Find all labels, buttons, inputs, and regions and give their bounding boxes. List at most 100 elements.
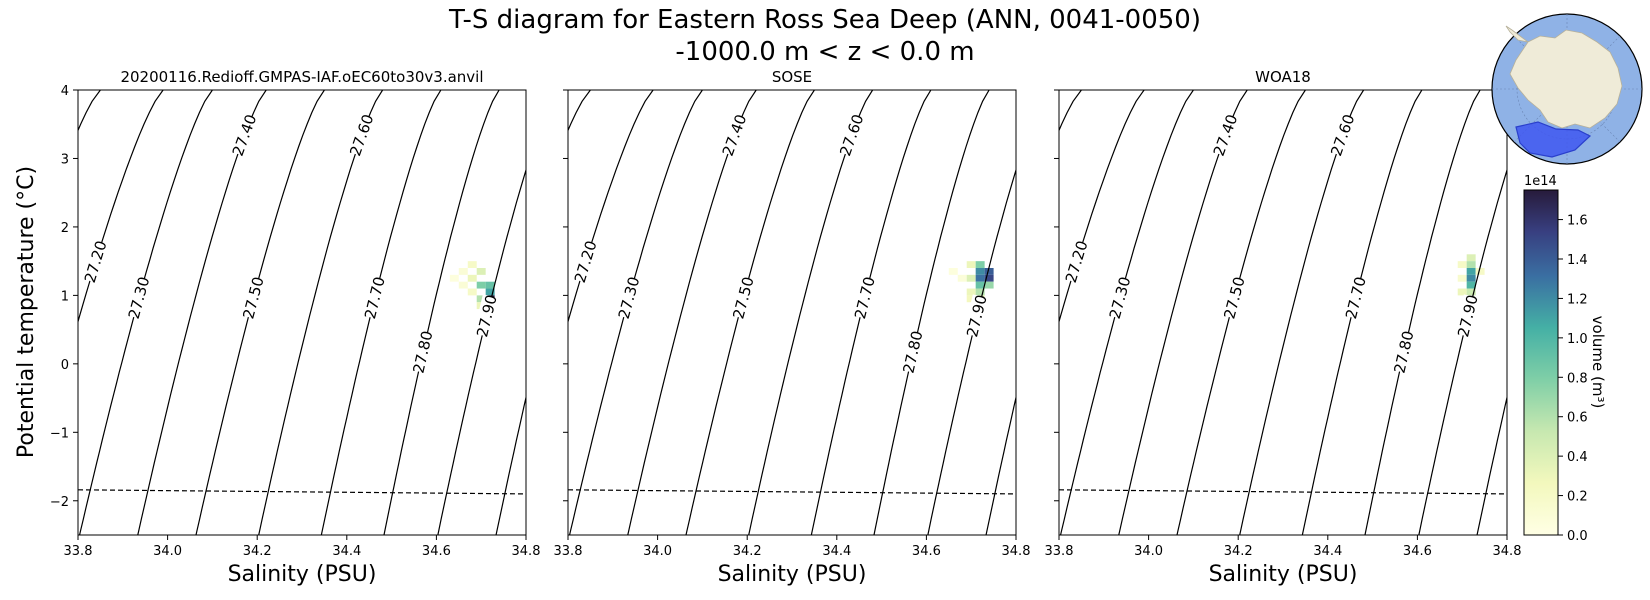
heatmap-bin — [476, 281, 486, 289]
isopycnal-27.70 — [810, 90, 932, 535]
y-tick-label: 2 — [61, 221, 69, 236]
isopycnal-27.20 — [568, 90, 654, 324]
axes-frame-woa18 — [1058, 89, 1508, 536]
isopycnal-27.00 — [384, 90, 541, 542]
heatmap-bins-woa18 — [1457, 254, 1485, 296]
isopycnal-label: 27.50 — [239, 275, 267, 321]
colorbar-tick-label: 1.6 — [1567, 214, 1588, 229]
isopycnal-27.90 — [927, 168, 1016, 535]
heatmap-bin — [1466, 281, 1476, 289]
isopycnal-27.40 — [137, 90, 267, 535]
heatmap-bin — [467, 274, 477, 282]
heatmap-bin — [975, 274, 985, 282]
colorbar-tick-label: 0.4 — [1567, 450, 1588, 465]
x-axis-label-model: Salinity (PSU) — [228, 562, 377, 587]
x-tick-label: 34.8 — [512, 544, 541, 559]
isopycnal-27.20 — [78, 90, 164, 324]
freezing-line-model — [77, 489, 527, 495]
freezing-line-sose — [567, 489, 1017, 495]
x-tick-label: 33.8 — [64, 544, 93, 559]
isopycnal-27.90 — [1418, 168, 1507, 535]
heatmap-bin — [966, 288, 976, 296]
heatmap-bin — [1466, 288, 1476, 296]
colorbar-gradient — [1523, 189, 1559, 536]
heatmap-bin — [1466, 268, 1476, 275]
figure-title-line1: T-S diagram for Eastern Ross Sea Deep (A… — [448, 5, 1201, 35]
heatmap-bin — [449, 274, 459, 282]
y-axis-label: Potential temperature (°C) — [14, 166, 39, 458]
x-ticks-woa18: 33.8 34.0 34.2 34.4 34.6 34.8 — [1045, 535, 1522, 559]
x-tick-label: 34.4 — [822, 544, 851, 559]
isopycnal-27.70 — [320, 90, 442, 535]
isopycnal-label: 27.70 — [851, 275, 879, 321]
isopycnal-label: 27.80 — [1390, 329, 1417, 375]
heatmap-bin — [984, 268, 994, 275]
x-tick-label: 34.0 — [643, 544, 672, 559]
x-tick-label: 34.2 — [243, 544, 272, 559]
isopycnal-label: 27.90 — [1454, 293, 1482, 339]
isopycnal-27.50 — [1176, 90, 1306, 535]
isopycnal-label: 27.30 — [125, 275, 154, 321]
y-tick-label: 3 — [61, 152, 69, 167]
colorbar-tick-label: 0.8 — [1567, 371, 1588, 386]
heatmap-bin — [458, 281, 468, 289]
y-tick-label: 1 — [61, 289, 69, 304]
heatmap-bin — [966, 261, 976, 268]
heatmap-bin — [467, 261, 477, 268]
y-tick-label: 0 — [61, 358, 69, 373]
panel-woa18: WOA18 27.20 27.30 27.40 27.50 27.60 27.70 27.8… — [1045, 68, 1522, 587]
isopycnal-label: 27.80 — [409, 329, 436, 375]
heatmap-bin — [957, 274, 967, 282]
isopycnal-label: 27.20 — [81, 239, 111, 285]
heatmap-bin — [948, 268, 958, 275]
heatmap-bin — [1475, 268, 1485, 275]
heatmap-bin — [458, 268, 468, 275]
inset-region-eastern-ross-sea — [1515, 121, 1592, 158]
x-tick-label: 34.6 — [1403, 544, 1432, 559]
heatmap-bin — [966, 274, 976, 282]
x-tick-label: 34.6 — [422, 544, 451, 559]
y-tick-label: −1 — [50, 426, 69, 441]
x-tick-label: 34.8 — [1493, 544, 1522, 559]
isopycnal-27.60 — [1239, 90, 1365, 535]
freezing-line — [1058, 489, 1508, 495]
inset-antarctic-peninsula — [1505, 25, 1529, 43]
x-tick-label: 34.0 — [1134, 544, 1163, 559]
isopycnal-contours-woa18: 27.20 27.30 27.40 27.50 27.60 27.70 27.80 27.90 — [1059, 90, 1507, 535]
x-tick-label: 34.4 — [1313, 544, 1342, 559]
colorbar-ticks: 0.0 0.2 0.4 0.6 0.8 1.0 1.2 1.4 1.6 — [1558, 214, 1588, 544]
isopycnal-label: 27.60 — [346, 112, 377, 158]
colorbar-tick-label: 0.2 — [1567, 490, 1588, 505]
heatmap-bin — [476, 268, 486, 275]
isopycnal-27.60 — [748, 90, 874, 535]
isopycnal-label: 27.20 — [1062, 239, 1092, 285]
colorbar-tick-label: 1.2 — [1567, 292, 1588, 307]
y-tick-label: 4 — [61, 84, 69, 99]
heatmap-bin — [1457, 274, 1467, 282]
isopycnal-label: 27.40 — [719, 112, 751, 159]
isopycnal-27.80 — [383, 90, 500, 535]
isopycnal-label: 27.40 — [229, 112, 261, 159]
colorbar-tick-label: 0.6 — [1567, 411, 1588, 426]
heatmap-bin — [975, 261, 985, 268]
heatmap-bin — [984, 281, 994, 289]
isopycnal-27.30 — [78, 90, 213, 535]
isopycnal-label: 27.60 — [836, 112, 867, 158]
freezing-line-woa18 — [1058, 489, 1508, 495]
heatmap-bin — [975, 268, 985, 275]
heatmap-bin — [1466, 254, 1476, 262]
isopycnal-28.00 — [1476, 394, 1507, 535]
x-ticks-sose: 33.8 34.0 34.2 34.4 34.6 34.8 — [554, 535, 1030, 559]
heatmap-bin — [1457, 261, 1467, 268]
colorbar-tick-label: 1.0 — [1567, 332, 1588, 347]
axes-frame-model — [77, 89, 527, 536]
panel-title-sose: SOSE — [772, 68, 812, 86]
isopycnal-label: 27.70 — [361, 275, 389, 321]
isopycnal-28.00 — [985, 394, 1016, 535]
heatmap-bin — [1466, 261, 1476, 268]
isopycnal-27.30 — [568, 90, 703, 535]
heatmap-bin — [1457, 288, 1467, 296]
freezing-line — [567, 489, 1017, 495]
isopycnal-27.60 — [258, 90, 384, 535]
